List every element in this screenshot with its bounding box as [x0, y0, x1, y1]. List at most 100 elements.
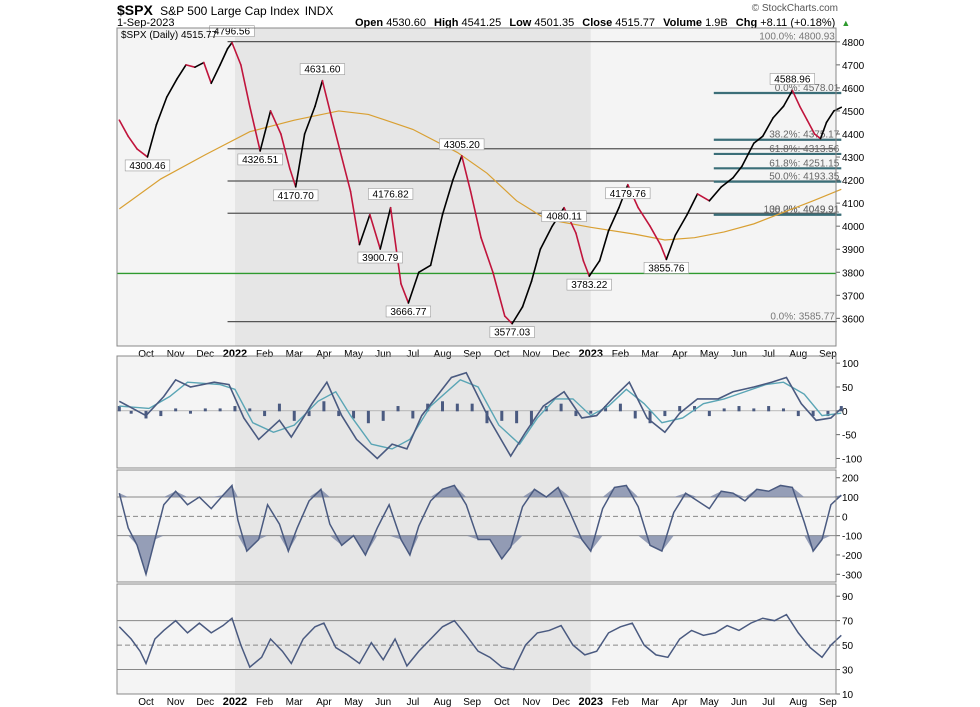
x-tick-label: Sep	[819, 697, 837, 707]
macd-signal-line	[119, 379, 842, 450]
price-segment	[686, 193, 699, 216]
y-tick-label: 3600	[842, 314, 865, 325]
x-tick-label: Apr	[672, 697, 688, 707]
x-tick-label: Jun	[731, 697, 747, 707]
quote-bar: Open 4530.60 High 4541.25 Low 4501.35 Cl…	[355, 17, 850, 29]
price-segment	[539, 225, 554, 251]
price-segment	[480, 236, 494, 274]
x-tick-label: Oct	[494, 697, 510, 707]
price-segment	[696, 193, 711, 202]
fib-channel-label: 61.8%: 4251.15	[769, 158, 839, 169]
cci-line	[118, 483, 842, 578]
macd-histogram-bar	[117, 406, 121, 412]
price-segment	[417, 264, 432, 274]
macd-histogram-bar	[500, 410, 504, 421]
y-tick-label: 4300	[842, 153, 865, 164]
y-tick-label: 4100	[842, 199, 865, 210]
price-segment	[165, 77, 178, 98]
panel-border	[116, 355, 837, 469]
rsi-line	[118, 613, 842, 671]
peak-label: 4326.51	[242, 155, 279, 166]
price-segment	[511, 306, 524, 325]
macd-histogram-bar	[826, 410, 830, 417]
panel-border	[116, 27, 837, 347]
macd-histogram-bar	[648, 410, 652, 424]
x-tick-label: Jun	[375, 697, 391, 707]
moving-average-line	[118, 110, 842, 241]
x-tick-label: Aug	[789, 697, 807, 707]
macd-histogram-bar	[633, 410, 637, 419]
price-segment	[369, 213, 382, 250]
peak-label: 3783.22	[571, 280, 608, 291]
fib-channel-label: 0.0%: 4578.01	[775, 83, 840, 94]
price-segment	[407, 271, 420, 304]
x-tick-label: 2022	[223, 348, 247, 360]
price-segment	[637, 206, 651, 227]
price-segment	[400, 282, 410, 304]
price-segment	[127, 135, 138, 150]
x-tick-label: Jun	[375, 349, 391, 360]
peak-label: 3900.79	[362, 253, 399, 264]
x-tick-label: Dec	[552, 349, 570, 360]
quote-close-label: Close	[582, 17, 613, 29]
macd-histogram-bar	[203, 408, 207, 412]
x-tick-label: May	[700, 697, 719, 707]
y-tick-label: 3800	[842, 268, 865, 279]
x-tick-label: Aug	[434, 697, 452, 707]
macd-histogram-bar	[292, 410, 296, 421]
price-segment	[772, 105, 785, 119]
x-tick-label: 2023	[579, 696, 603, 707]
fib-channel-label: 100.0%: 4049.91	[764, 205, 840, 216]
fib-label: 100.0%: 4800.93	[759, 32, 835, 43]
macd-histogram-bar	[263, 410, 267, 417]
price-legend: $SPX (Daily) 4515.77	[121, 30, 218, 41]
panel-border	[116, 469, 837, 583]
peak-label-box	[643, 262, 689, 274]
x-tick-label: Jul	[406, 697, 419, 707]
x-tick-label: Dec	[196, 349, 214, 360]
macd-histogram-bar	[381, 410, 385, 421]
peak-label: 3577.03	[494, 328, 531, 339]
peak-label-box	[209, 25, 255, 37]
macd-histogram-bar	[678, 406, 682, 412]
x-tick-label: Dec	[196, 697, 214, 707]
macd-histogram-bar	[337, 410, 341, 417]
macd-histogram-bar	[248, 408, 252, 412]
header-date: 1-Sep-2023	[117, 17, 175, 29]
x-tick-label: Feb	[256, 349, 274, 360]
macd-histogram-bar	[411, 410, 415, 419]
macd-histogram-bar	[663, 410, 667, 417]
macd-histogram-bar	[796, 410, 800, 417]
fib-channel-label: 61.8%: 4313.56	[769, 144, 839, 155]
price-segment	[240, 64, 251, 108]
y-tick-label: 30	[842, 666, 854, 677]
macd-histogram-bar	[277, 403, 281, 412]
y-tick-label: 3900	[842, 245, 865, 256]
price-segment	[210, 64, 221, 85]
price-segment	[582, 259, 591, 277]
price-segment	[303, 105, 316, 135]
x-tick-label: Oct	[138, 697, 154, 707]
price-segment	[521, 280, 533, 308]
price-segment	[798, 105, 808, 121]
x-tick-label: Jul	[762, 697, 775, 707]
price-segment	[791, 89, 801, 108]
peak-label: 4080.11	[546, 212, 582, 223]
peak-label: 4176.82	[373, 189, 410, 200]
peak-label: 4300.46	[129, 161, 166, 172]
quote-low-value: 4501.35	[534, 17, 575, 29]
rsi-plot	[117, 613, 842, 671]
quote-open-label: Open	[355, 17, 384, 29]
fib-channel-label: 50.0%: 4193.35	[769, 172, 839, 183]
macd-histogram-bar	[174, 408, 178, 412]
x-tick-label: Jul	[762, 349, 775, 360]
macd-histogram-bar	[559, 403, 563, 412]
quote-high-label: High	[434, 17, 459, 29]
x-tick-label: Nov	[167, 697, 185, 707]
shaded-year-band	[234, 584, 591, 694]
price-segment	[203, 61, 213, 85]
price-segment	[314, 79, 324, 108]
peak-label: 4179.76	[610, 189, 647, 200]
peak-label-box	[273, 189, 319, 202]
